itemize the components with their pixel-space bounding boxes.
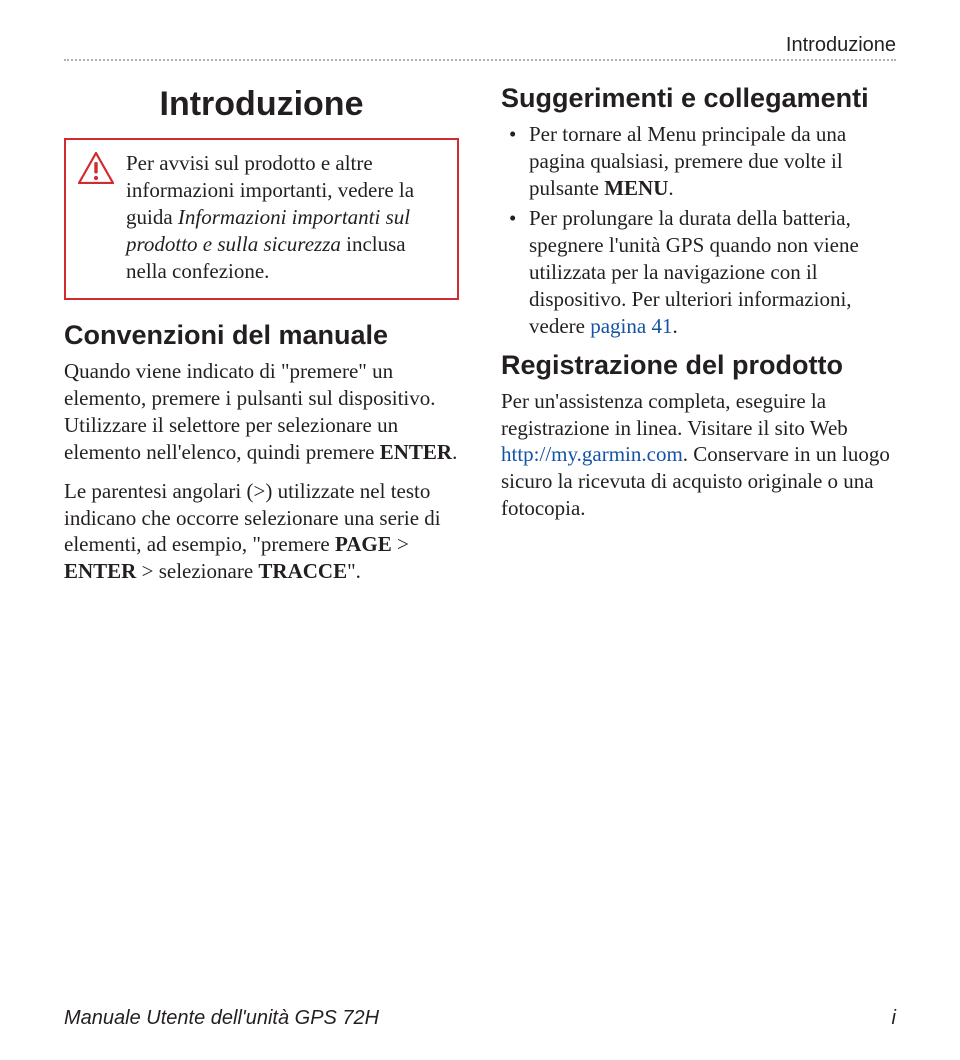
conv-p2-seq2: ENTER	[64, 559, 136, 583]
right-column: Suggerimenti e collegamenti Per tornare …	[501, 79, 896, 597]
conv-p2-post: ".	[347, 559, 361, 583]
header-divider	[64, 59, 896, 61]
suggerimenti-heading: Suggerimenti e collegamenti	[501, 83, 896, 115]
reg-url-link[interactable]: http://my.garmin.com	[501, 442, 683, 466]
section-label: Introduzione	[786, 34, 896, 57]
tip-item-2: Per prolungare la durata della batteria,…	[501, 205, 896, 339]
tip1-bold: MENU	[604, 176, 668, 200]
footer-page-number: i	[892, 1007, 896, 1030]
warning-text: Per avvisi sul prodotto e altre informaz…	[126, 150, 445, 284]
convenzioni-para2: Le parentesi angolari (>) utilizzate nel…	[64, 478, 459, 586]
conv-p2-mid1: >	[392, 532, 409, 556]
conv-p1-post: .	[452, 440, 457, 464]
tip2-pre: Per prolungare la durata della batteria,…	[529, 206, 859, 338]
footer-manual-title: Manuale Utente dell'unità GPS 72H	[64, 1007, 379, 1030]
convenzioni-heading: Convenzioni del manuale	[64, 320, 459, 352]
page-title: Introduzione	[64, 85, 459, 124]
page-header: Introduzione	[64, 34, 896, 57]
tip1-pre: Per tornare al Menu principale da una pa…	[529, 122, 846, 200]
conv-p2-mid2: > selezionare	[136, 559, 258, 583]
tip1-post: .	[668, 176, 673, 200]
tip-item-1: Per tornare al Menu principale da una pa…	[501, 121, 896, 202]
conv-p2-seq1: PAGE	[335, 532, 392, 556]
registrazione-heading: Registrazione del prodotto	[501, 350, 896, 382]
content-columns: Introduzione Per avvisi sul prodotto e a…	[64, 79, 896, 597]
tip2-link[interactable]: pagina 41	[590, 314, 672, 338]
registrazione-para: Per un'assistenza completa, eseguire la …	[501, 388, 896, 522]
warning-triangle-icon	[78, 152, 114, 189]
warning-callout: Per avvisi sul prodotto e altre informaz…	[64, 138, 459, 300]
tip2-post: .	[672, 314, 677, 338]
conv-p2-seq3: TRACCE	[258, 559, 347, 583]
conv-p1-bold: ENTER	[380, 440, 452, 464]
reg-pre: Per un'assistenza completa, eseguire la …	[501, 389, 848, 440]
left-column: Introduzione Per avvisi sul prodotto e a…	[64, 79, 459, 597]
convenzioni-para1: Quando viene indicato di "premere" un el…	[64, 358, 459, 466]
suggerimenti-list: Per tornare al Menu principale da una pa…	[501, 121, 896, 340]
page-footer: Manuale Utente dell'unità GPS 72H i	[64, 1007, 896, 1030]
